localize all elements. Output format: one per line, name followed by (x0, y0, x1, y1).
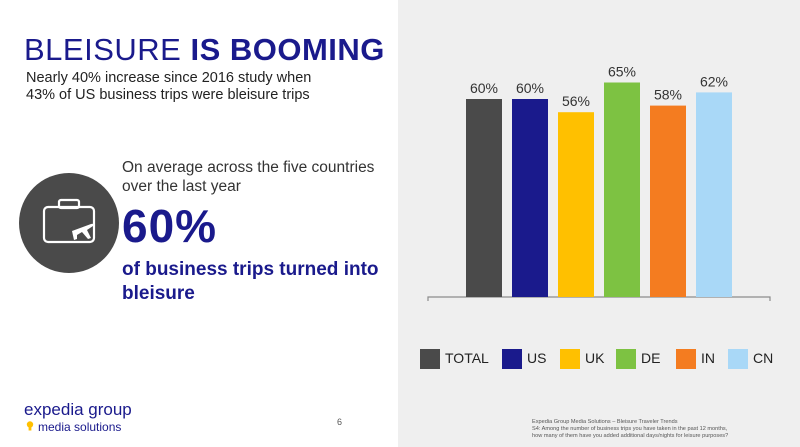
legend-swatch-de (616, 349, 636, 369)
legend-swatch-us (502, 349, 522, 369)
average-text: On average across the five countries ove… (122, 158, 392, 196)
business-line-2: bleisure (122, 283, 195, 304)
legend-swatch-in (676, 349, 696, 369)
headline-percent: 60% (122, 200, 218, 252)
average-line-2: over the last year (122, 178, 241, 195)
title-light: BLEISURE (24, 32, 191, 67)
source-line-2: S4: Among the number of business trips y… (532, 426, 728, 432)
business-line-1: of business trips turned into (122, 259, 379, 280)
bar-cn (696, 92, 732, 298)
legend-label-uk: UK (585, 350, 605, 366)
subtitle-line-1: Nearly 40% increase since 2016 study whe… (26, 70, 312, 86)
source-line-3: how many of them have you added addition… (532, 433, 729, 439)
briefcase-airplane-icon (42, 198, 96, 244)
right-panel (398, 0, 800, 447)
subtitle-line-2: 43% of US business trips were bleisure t… (26, 87, 310, 103)
data-label-us: 60% (516, 80, 544, 96)
source-line-1: Expedia Group Media Solutions – Bleisure… (532, 419, 678, 425)
data-label-de: 65% (608, 64, 636, 80)
average-line-1: On average across the five countries (122, 159, 375, 176)
legend-label-us: US (527, 350, 547, 366)
legend-swatch-total (420, 349, 440, 369)
brand-subtitle: media solutions (38, 420, 122, 434)
legend-label-cn: CN (753, 350, 774, 366)
legend-label-de: DE (641, 350, 661, 366)
chart-legend: TOTAL US UK DE IN CN (420, 348, 800, 370)
data-label-in: 58% (654, 87, 682, 103)
data-label-total: 60% (470, 80, 498, 96)
brand-name: expedia group (24, 400, 132, 419)
slide-title: BLEISURE IS BOOMING (24, 32, 385, 68)
x-axis-line (427, 296, 771, 301)
bar-in (650, 105, 686, 297)
briefcase-circle (19, 173, 119, 273)
legend-swatch-cn (728, 349, 748, 369)
data-label-cn: 62% (700, 73, 728, 89)
data-label-uk: 56% (562, 93, 590, 109)
legend-label-in: IN (701, 350, 715, 366)
bar-total (466, 99, 502, 297)
source-note: Expedia Group Media Solutions – Bleisure… (532, 419, 797, 440)
page-number: 6 (337, 417, 343, 427)
bar-chart: 60% 60% 56% 65% 58% 62% (427, 64, 771, 301)
bar-us (512, 99, 548, 297)
title-bold: IS BOOMING (190, 32, 385, 67)
business-text: of business trips turned into bleisure (122, 258, 392, 306)
bar-de (604, 82, 640, 297)
legend-swatch-uk (560, 349, 580, 369)
slide-subtitle: Nearly 40% increase since 2016 study whe… (26, 70, 366, 104)
lightbulb-icon (26, 421, 34, 431)
bar-uk (558, 112, 594, 297)
legend-label-total: TOTAL (445, 350, 489, 366)
